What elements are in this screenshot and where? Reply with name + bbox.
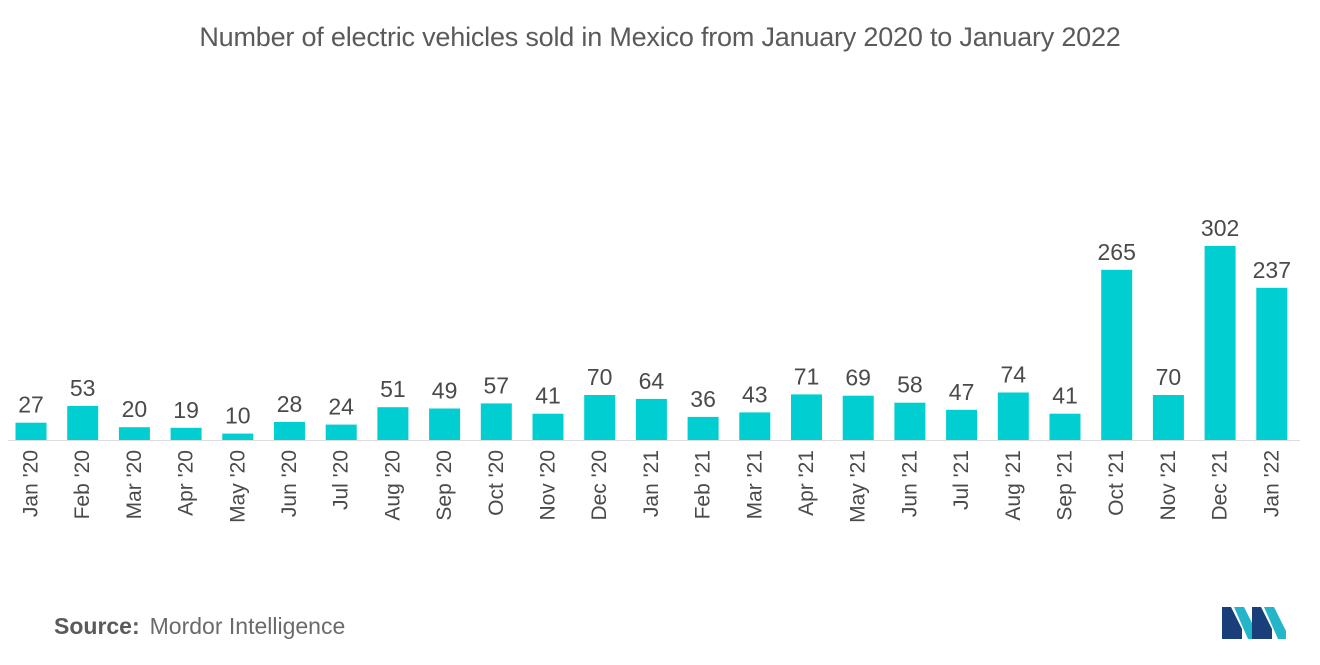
x-tick-label: Apr '20 (175, 450, 198, 516)
data-label: 70 (587, 364, 613, 390)
bar (1049, 413, 1081, 440)
data-label: 41 (1052, 383, 1078, 409)
source-note: Source: Mordor Intelligence (54, 613, 345, 640)
x-tick-label: Feb '20 (71, 450, 94, 519)
x-tick-label: Nov '21 (1157, 450, 1180, 521)
data-label: 47 (949, 379, 975, 405)
x-tick-label: Dec '20 (588, 450, 611, 521)
bar (635, 398, 667, 440)
x-tick-label: Aug '20 (381, 450, 404, 521)
data-label: 265 (1098, 239, 1136, 265)
x-tick-label: Sep '21 (1054, 450, 1077, 521)
bar (429, 408, 461, 440)
data-label: 43 (742, 381, 768, 407)
x-tick-label: Aug '21 (1002, 450, 1025, 521)
x-tick-label: Jan '21 (640, 450, 663, 517)
x-tick-label: Jan '22 (1260, 450, 1283, 517)
x-tick-label: Nov '20 (537, 450, 560, 521)
bar (67, 406, 99, 440)
data-label: 64 (639, 368, 665, 394)
bar (15, 422, 47, 440)
bar (739, 412, 771, 440)
bar (687, 416, 719, 440)
x-tick-label: Jul '20 (330, 450, 353, 510)
mordor-intelligence-logo-icon (1222, 607, 1286, 639)
data-label: 53 (70, 375, 96, 401)
x-tick-label: Oct '20 (485, 450, 508, 516)
data-label: 69 (845, 365, 871, 391)
x-tick-label: Dec '21 (1209, 450, 1232, 521)
x-tick-label: Mar '20 (123, 450, 146, 519)
bar (1204, 246, 1236, 440)
data-label: 36 (690, 386, 716, 412)
x-tick-label: Jun '20 (278, 450, 301, 517)
bar (222, 433, 254, 440)
data-label: 41 (535, 383, 561, 409)
bar (946, 409, 978, 440)
bar (1152, 395, 1184, 440)
data-label: 57 (484, 372, 510, 398)
data-label: 70 (1156, 364, 1182, 390)
x-tick-label: Oct '21 (1105, 450, 1128, 516)
data-label: 71 (794, 363, 820, 389)
bar (842, 395, 874, 440)
data-label: 28 (277, 391, 303, 417)
data-label: 19 (173, 397, 199, 423)
data-label: 24 (328, 394, 354, 420)
data-label: 20 (122, 396, 148, 422)
x-tick-label: Feb '21 (692, 450, 715, 519)
bar (1101, 269, 1133, 440)
data-label: 10 (225, 403, 251, 429)
x-tick-label: Sep '20 (433, 450, 456, 521)
bar (480, 403, 512, 440)
x-tick-label: May '20 (226, 450, 249, 523)
x-tick-label: Jan '20 (20, 450, 43, 517)
source-label: Source: (54, 613, 140, 639)
data-label: 27 (18, 392, 44, 418)
data-label: 74 (1001, 362, 1027, 388)
data-label: 237 (1253, 257, 1291, 283)
x-tick-label: Jun '21 (898, 450, 921, 517)
data-label: 51 (380, 376, 406, 402)
x-tick-label: May '21 (847, 450, 870, 523)
bar (894, 402, 926, 440)
bar-chart: 27 Jan '20 53 Feb '20 20 Mar '20 19 Apr '20 10 Ma… (8, 215, 1300, 523)
bar (274, 422, 305, 440)
bar (1256, 287, 1288, 440)
bar (377, 407, 409, 440)
x-tick-label: Mar '21 (743, 450, 766, 519)
bar (791, 394, 822, 440)
bar (170, 427, 202, 440)
x-tick-label: Apr '21 (795, 450, 818, 516)
bar (532, 413, 564, 440)
chart-title: Number of electric vehicles sold in Mexi… (199, 22, 1121, 52)
bar (325, 424, 357, 440)
data-label: 58 (897, 372, 923, 398)
source-value: Mordor Intelligence (149, 613, 346, 639)
bar (997, 392, 1029, 440)
bar (118, 427, 150, 440)
bar (584, 395, 616, 440)
x-tick-label: Jul '21 (950, 450, 973, 510)
data-label: 49 (432, 378, 458, 404)
data-label: 302 (1201, 215, 1239, 241)
